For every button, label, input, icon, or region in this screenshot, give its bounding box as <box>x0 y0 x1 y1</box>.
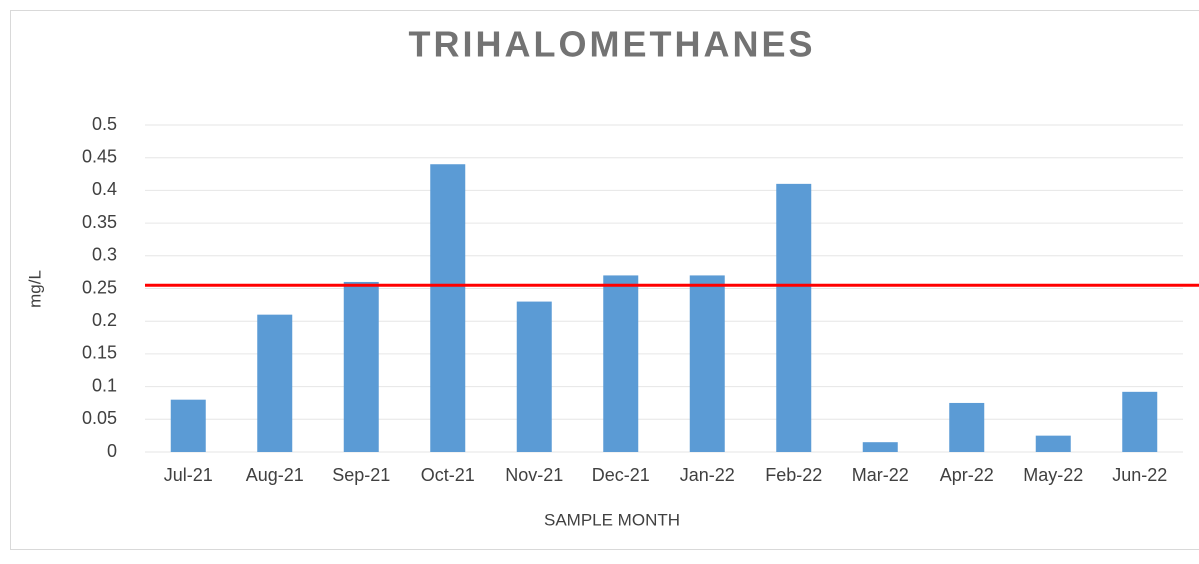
y-tick-label: 0.4 <box>92 179 117 199</box>
y-tick-label: 0.1 <box>92 375 117 395</box>
chart-title: TRIHALOMETHANES <box>409 24 816 65</box>
bar <box>863 442 898 452</box>
x-tick-label: May-22 <box>1023 465 1083 485</box>
y-tick-label: 0.2 <box>92 310 117 330</box>
y-tick-label: 0.3 <box>92 245 117 265</box>
bar <box>776 184 811 452</box>
x-tick-label: Sep-21 <box>332 465 390 485</box>
bar <box>690 275 725 452</box>
x-tick-label: Apr-22 <box>940 465 994 485</box>
bar <box>430 164 465 452</box>
x-tick-label: Oct-21 <box>421 465 475 485</box>
bar <box>1122 392 1157 452</box>
y-tick-label: 0.35 <box>82 212 117 232</box>
x-tick-label: Jan-22 <box>680 465 735 485</box>
y-tick-label: 0.45 <box>82 146 117 166</box>
y-tick-label: 0.05 <box>82 408 117 428</box>
x-tick-label: Mar-22 <box>852 465 909 485</box>
bar <box>344 282 379 452</box>
bar <box>1036 436 1071 452</box>
x-tick-label: Jun-22 <box>1112 465 1167 485</box>
y-tick-label: 0.25 <box>82 277 117 297</box>
x-tick-label: Nov-21 <box>505 465 563 485</box>
x-axis-title: SAMPLE MONTH <box>544 510 680 529</box>
y-axis-title: mg/L <box>25 270 44 308</box>
x-tick-label: Aug-21 <box>246 465 304 485</box>
x-tick-label: Jul-21 <box>164 465 213 485</box>
bar <box>517 302 552 452</box>
y-tick-label: 0 <box>107 441 117 461</box>
bar <box>171 400 206 452</box>
x-tick-label: Dec-21 <box>592 465 650 485</box>
bar <box>603 275 638 452</box>
x-tick-label: Feb-22 <box>765 465 822 485</box>
bar <box>257 315 292 452</box>
y-tick-label: 0.15 <box>82 343 117 363</box>
bar <box>949 403 984 452</box>
y-tick-label: 0.5 <box>92 114 117 134</box>
